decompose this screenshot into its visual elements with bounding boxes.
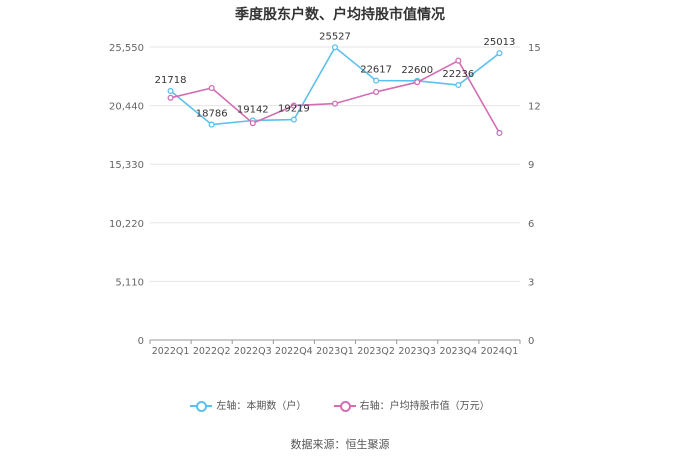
- series-point-1: [414, 79, 421, 86]
- x-tick-label: 2023Q3: [398, 346, 436, 357]
- left-tick-label: 10,220: [109, 219, 144, 230]
- data-label: 22600: [401, 65, 433, 76]
- series-point-1: [373, 88, 380, 95]
- x-tick-label: 2023Q4: [439, 346, 477, 357]
- data-label: 18786: [196, 109, 228, 120]
- x-tick-label: 2023Q2: [357, 346, 395, 357]
- axes: 0 0 5,110 3 10,220 6 15,330 9 20,440 12 25,550 15 20…: [109, 43, 541, 357]
- series-layer: [167, 44, 503, 136]
- right-tick-label: 6: [528, 219, 534, 230]
- x-tick-label: 2022Q1: [152, 346, 190, 357]
- legend-swatch-left: [190, 401, 213, 412]
- data-labels: 21718 18786 19142 19219 25527 22617 22600 22236…: [155, 31, 516, 119]
- legend-item-left[interactable]: 左轴：本期数（户）: [190, 397, 306, 412]
- series-point-1: [290, 102, 297, 109]
- series-point-0: [167, 87, 174, 94]
- x-tick-label: 2022Q2: [193, 346, 231, 357]
- data-label: 19142: [237, 104, 269, 115]
- data-label: 25527: [319, 31, 351, 42]
- right-tick-label: 12: [528, 102, 541, 113]
- x-tick-label: 2024Q1: [481, 346, 519, 357]
- data-label: 25013: [484, 37, 516, 48]
- right-tick-label: 9: [528, 160, 534, 171]
- series-point-0: [331, 44, 339, 51]
- series-point-0: [290, 116, 297, 123]
- legend-swatch-right: [333, 401, 356, 412]
- series-point-1: [331, 100, 339, 107]
- series-point-1: [208, 84, 215, 92]
- legend: 左轴：本期数（户） 右轴：户均持股市值（万元）: [0, 397, 680, 412]
- data-label: 21718: [155, 75, 187, 86]
- left-tick-label: 0: [138, 336, 144, 347]
- x-tick-label: 2022Q4: [275, 346, 313, 357]
- right-tick-label: 15: [528, 43, 541, 54]
- data-label: 22617: [360, 65, 392, 76]
- series-point-0: [455, 81, 462, 89]
- chart-title: 季度股东户数、户均持股市值情况: [235, 7, 445, 23]
- legend-label-right: 右轴：户均持股市值（万元）: [359, 401, 490, 412]
- series-point-1: [455, 57, 462, 64]
- right-tick-label: 3: [528, 277, 534, 288]
- series-point-1: [496, 129, 503, 136]
- left-tick-label: 25,550: [109, 43, 144, 54]
- series-point-1: [249, 120, 256, 127]
- left-tick-label: 15,330: [109, 160, 144, 171]
- legend-item-right[interactable]: 右轴：户均持股市值（万元）: [333, 397, 490, 412]
- x-tick-label: 2023Q1: [316, 346, 354, 357]
- series-point-0: [373, 77, 380, 84]
- series-point-0: [208, 121, 215, 128]
- data-source: 数据来源：恒生聚源: [290, 438, 390, 451]
- left-tick-label: 5,110: [115, 277, 144, 288]
- grid-lines: [150, 46, 520, 341]
- x-tick-label: 2022Q3: [234, 346, 272, 357]
- left-tick-label: 20,440: [109, 102, 144, 113]
- data-label: 22236: [442, 69, 474, 80]
- legend-label-left: 左轴：本期数（户）: [216, 401, 307, 412]
- series-point-0: [496, 50, 503, 57]
- data-label: 19219: [278, 104, 310, 115]
- right-tick-label: 0: [528, 336, 534, 347]
- series-point-1: [167, 94, 174, 101]
